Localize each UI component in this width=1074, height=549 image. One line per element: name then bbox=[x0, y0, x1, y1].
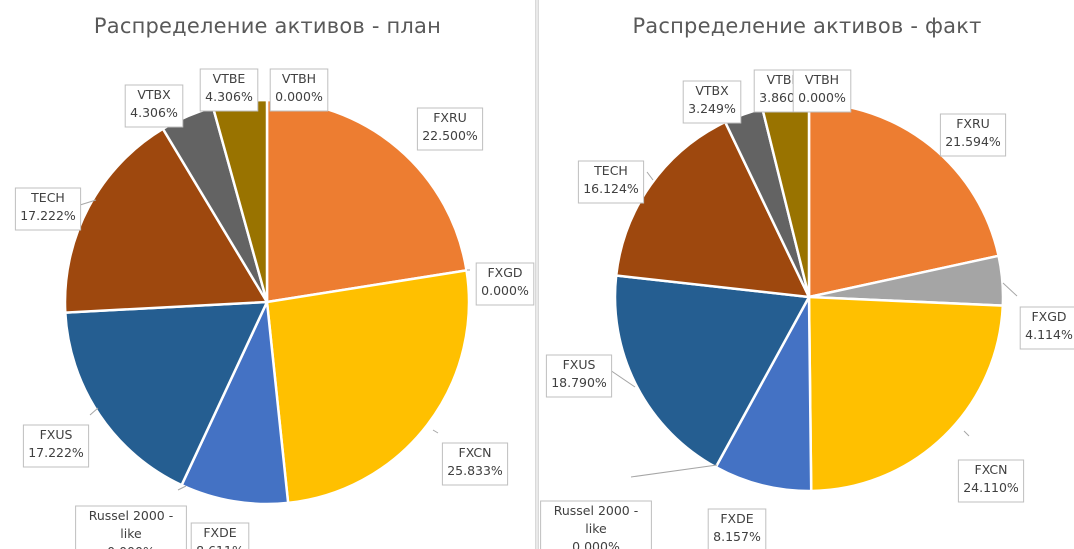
data-labels: FXRU 22.500% FXGD 0.000% FXCN 25.833% FXDE 8.61… bbox=[14, 68, 535, 549]
data-label-box-fxus bbox=[22, 424, 90, 468]
leader-line-tech bbox=[646, 171, 654, 181]
pie-chart-plan: FXRU 22.500% FXGD 0.000% FXCN 25.833% FXDE 8.61… bbox=[14, 68, 535, 549]
chart-panel-plan: Распределение активов - план FXRU 22.500%… bbox=[0, 0, 536, 549]
data-label-value-fxgd: 4.114% bbox=[1025, 327, 1073, 342]
data-label-name-vtbe: VTBE bbox=[213, 71, 246, 86]
leader-line-tech bbox=[79, 199, 97, 206]
data-label-name-fxru: FXRU bbox=[956, 116, 990, 131]
data-label-box-fxru bbox=[416, 107, 484, 151]
data-label-name-russel-2000-like: like bbox=[120, 526, 142, 541]
pie-slices bbox=[613, 101, 1005, 493]
data-label-value-fxcn: 24.110% bbox=[963, 480, 1019, 495]
data-label-name-fxgd: FXGD bbox=[1031, 309, 1066, 324]
data-label-name-vtbx: VTBX bbox=[695, 83, 729, 98]
data-label-name-vtbe: VTBE bbox=[767, 72, 800, 87]
data-label-name-vtbx: VTBX bbox=[137, 87, 171, 102]
data-label-box-fxus bbox=[545, 354, 613, 398]
data-label-box-fxde bbox=[707, 508, 767, 549]
data-label-name-russel-2000-like: Russel 2000 - bbox=[554, 503, 639, 518]
data-label-name-vtbh: VTBH bbox=[282, 71, 316, 86]
data-label-box-fxcn bbox=[957, 459, 1025, 503]
data-label-box-fxgd bbox=[475, 262, 535, 306]
data-label-name-fxde: FXDE bbox=[720, 511, 753, 526]
data-label-name-russel-2000-like: Russel 2000 - bbox=[89, 508, 174, 523]
data-label-value-fxde: 8.611% bbox=[196, 543, 244, 549]
chart-panel-fact: Распределение активов - факт FXRU 21.594%… bbox=[538, 0, 1074, 549]
data-label-name-fxgd: FXGD bbox=[487, 265, 522, 280]
data-label-value-tech: 17.222% bbox=[20, 208, 76, 223]
pie-slice-tech bbox=[614, 120, 811, 299]
data-label-box-vtbx bbox=[124, 84, 184, 128]
leader-line-russel-2000-like bbox=[630, 464, 718, 478]
chart-title-plan: Распределение активов - план bbox=[93, 14, 442, 38]
data-label-box-vtbh bbox=[792, 69, 852, 113]
data-label-box-vtbh bbox=[269, 68, 329, 112]
data-label-name-tech: TECH bbox=[30, 190, 65, 205]
data-label-name-fxru: FXRU bbox=[433, 110, 467, 125]
data-label-name-russel-2000-like: like bbox=[585, 521, 607, 536]
data-label-value-fxru: 22.500% bbox=[422, 128, 478, 143]
data-label-value-fxru: 21.594% bbox=[945, 134, 1001, 149]
data-label-value-vtbh: 0.000% bbox=[798, 90, 846, 105]
data-label-box-vtbx bbox=[682, 80, 742, 124]
data-label-value-russel-2000-like: 0.000% bbox=[107, 544, 155, 549]
data-label-name-vtbh: VTBH bbox=[805, 72, 839, 87]
data-label-value-fxde: 8.157% bbox=[713, 529, 761, 544]
leader-line-fxcn bbox=[963, 430, 970, 437]
leader-line-russel-2000-like bbox=[177, 485, 187, 491]
data-label-value-fxgd: 0.000% bbox=[481, 283, 529, 298]
data-label-name-fxus: FXUS bbox=[40, 427, 73, 442]
leader-line-fxcn bbox=[432, 429, 439, 434]
leader-line-fxgd bbox=[1002, 282, 1018, 297]
data-label-name-fxde: FXDE bbox=[203, 525, 236, 540]
data-label-value-fxus: 18.790% bbox=[551, 375, 607, 390]
data-labels: FXRU 21.594% FXGD 4.114% FXCN 24.110% FXDE 8.15… bbox=[540, 69, 1074, 549]
data-label-box-fxgd bbox=[1019, 306, 1074, 350]
data-label-box-fxde bbox=[190, 522, 250, 549]
data-label-box-russel-2000-like bbox=[540, 500, 652, 549]
data-label-value-tech: 16.124% bbox=[583, 181, 639, 196]
data-label-box-fxcn bbox=[441, 442, 509, 486]
data-label-box-russel-2000-like bbox=[75, 505, 187, 549]
data-label-name-tech: TECH bbox=[593, 163, 628, 178]
data-label-value-russel-2000-like: 0.000% bbox=[572, 539, 620, 549]
pie-slice-tech bbox=[63, 127, 269, 314]
pie-slices bbox=[63, 98, 471, 506]
data-label-name-fxcn: FXCN bbox=[459, 445, 492, 460]
data-label-value-vtbx: 3.249% bbox=[688, 101, 736, 116]
pie-slice-fxde bbox=[714, 295, 813, 493]
pie-slice-fxcn bbox=[265, 269, 471, 505]
data-label-value-vtbx: 4.306% bbox=[130, 105, 178, 120]
pie-slice-fxcn bbox=[807, 295, 1005, 493]
data-label-value-fxcn: 25.833% bbox=[447, 463, 503, 478]
leader-line-fxus bbox=[89, 407, 99, 416]
data-label-name-fxus: FXUS bbox=[563, 357, 596, 372]
data-label-box-vtbe bbox=[199, 68, 259, 112]
data-label-name-fxcn: FXCN bbox=[975, 462, 1008, 477]
data-label-value-fxus: 17.222% bbox=[28, 445, 84, 460]
data-label-box-tech bbox=[14, 187, 82, 231]
data-label-value-vtbh: 0.000% bbox=[275, 89, 323, 104]
pie-slice-fxus bbox=[64, 300, 269, 487]
data-label-box-fxru bbox=[939, 113, 1007, 157]
pie-chart-fact: FXRU 21.594% FXGD 4.114% FXCN 24.110% FXDE 8.15… bbox=[540, 69, 1074, 549]
pie-slice-fxus bbox=[613, 274, 811, 469]
data-label-box-tech bbox=[577, 160, 645, 204]
chart-title-fact: Распределение активов - факт bbox=[632, 14, 982, 38]
data-label-value-vtbe: 4.306% bbox=[205, 89, 253, 104]
